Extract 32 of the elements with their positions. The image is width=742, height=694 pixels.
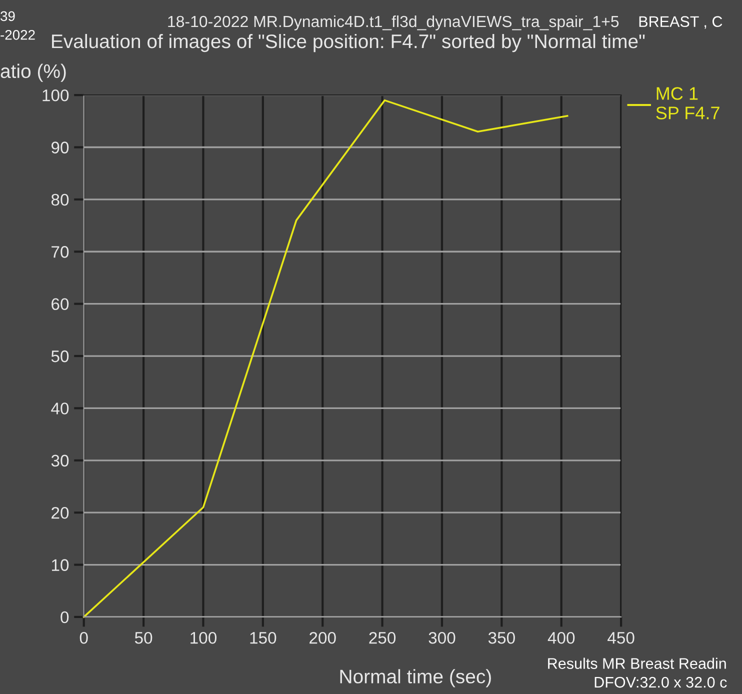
y-tick-label: 100 — [42, 89, 69, 102]
chart-title: 18-10-2022 MR.Dynamic4D.t1_fl3d_dynaVIEWS_tra_spair_1+5 — [168, 15, 619, 30]
y-tick-label: 0 — [60, 611, 69, 624]
y-tick-label: 50 — [51, 350, 69, 362]
y-axis-title: atio (%) — [0, 64, 66, 82]
y-tick-label: 90 — [52, 142, 69, 154]
x-tick-label: 450 — [608, 632, 634, 644]
x-tick-label: 200 — [310, 632, 336, 644]
text: BREAST , C — [639, 16, 722, 29]
y-tick-label: 40 — [51, 402, 69, 414]
text: -2022 — [0, 30, 35, 40]
y-tick-label: 60 — [52, 298, 69, 310]
x-tick-label: 50 — [134, 632, 152, 644]
legend-label: MC 1 SP F4.7 — [656, 87, 720, 120]
y-tick-label: 30 — [51, 454, 69, 467]
x-axis-title: Normal time (sec) — [340, 669, 491, 688]
x-tick-label: 300 — [428, 632, 456, 644]
x-tick-label: 400 — [548, 632, 575, 644]
line-series — [82, 99, 568, 618]
y-tick-label: 10 — [52, 559, 69, 571]
text: DFOV:32.0 x 32.0 c — [594, 676, 727, 688]
x-tick-label: 250 — [369, 632, 396, 644]
x-tick-label: 100 — [190, 632, 216, 644]
x-tick-label: 0 — [80, 632, 88, 644]
text: 39 — [0, 11, 15, 22]
y-tick-label: 20 — [52, 506, 69, 519]
y-tick-label: 80 — [51, 194, 69, 206]
y-tick-label: 70 — [52, 246, 69, 258]
text: Results MR Breast Readin — [548, 658, 726, 669]
chart-subtitle: Evaluation of images of "Slice position: F4.7" sorted by "Normal time" — [52, 34, 645, 52]
x-tick-label: 350 — [488, 632, 515, 644]
x-tick-label: 150 — [250, 632, 276, 644]
